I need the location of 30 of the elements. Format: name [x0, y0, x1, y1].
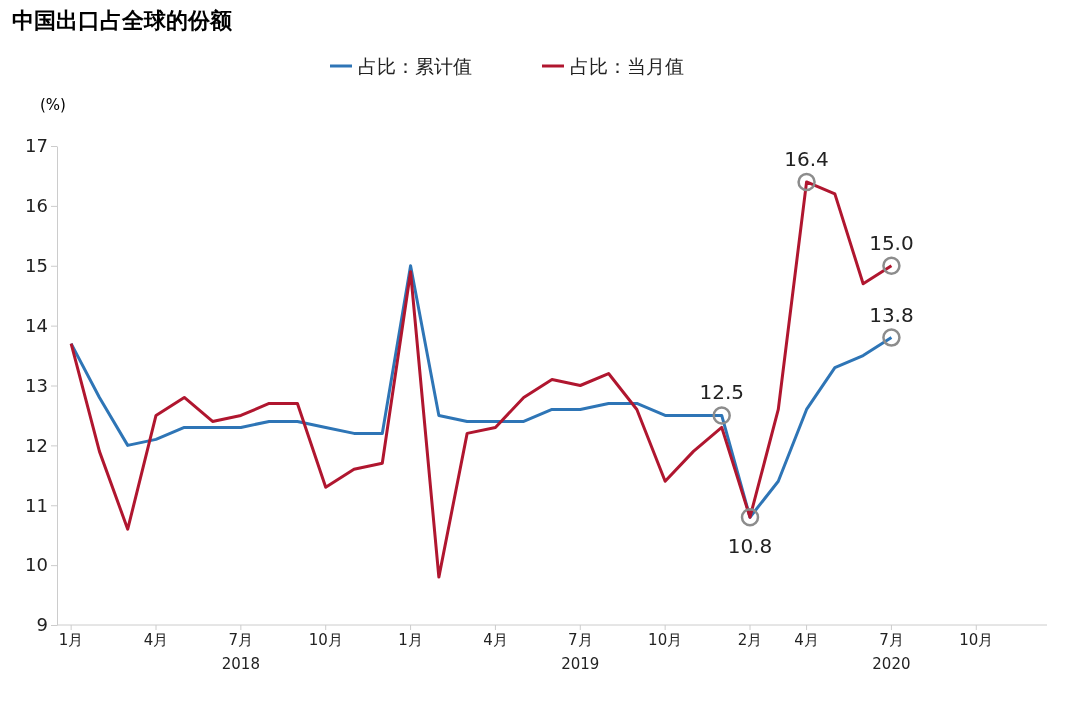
data-label: 13.8: [869, 302, 914, 327]
legend-label: 占比：累计值: [358, 55, 472, 77]
x-tick-label: 10月: [308, 631, 343, 649]
x-tick-label: 2月: [737, 631, 763, 649]
data-label: 15.0: [869, 230, 914, 255]
x-tick-label: 1月: [398, 631, 423, 649]
y-tick-label: 16: [25, 195, 48, 217]
y-tick-label: 12: [25, 434, 48, 456]
x-tick-label: 10月: [959, 631, 994, 649]
y-tick-label: 17: [25, 135, 48, 157]
x-tick-label: 7月 2019: [561, 631, 600, 673]
y-tick-label: 10: [25, 554, 48, 576]
x-tick-label: 1月: [58, 631, 84, 649]
x-tick-label: 7月 2020: [872, 631, 911, 673]
y-tick-label: 9: [36, 614, 48, 636]
x-tick-label: 4月: [483, 631, 508, 649]
y-axis-title: (%): [40, 96, 66, 114]
x-tick-label: 10月: [648, 631, 683, 649]
legend-label: 占比：当月值: [570, 55, 684, 77]
x-tick-label: 4月: [794, 631, 819, 649]
y-tick-label: 11: [25, 494, 48, 516]
y-tick-label: 15: [25, 255, 48, 277]
data-label: 16.4: [784, 146, 829, 171]
x-tick-label: 7月 2018: [221, 631, 260, 673]
data-label: 12.5: [699, 380, 744, 405]
data-label: 10.8: [727, 534, 773, 559]
y-tick-label: 13: [25, 374, 48, 396]
x-tick-label: 4月: [143, 631, 169, 649]
y-tick-label: 14: [25, 314, 48, 336]
chart-title: 中国出口占全球的份额: [12, 8, 233, 33]
